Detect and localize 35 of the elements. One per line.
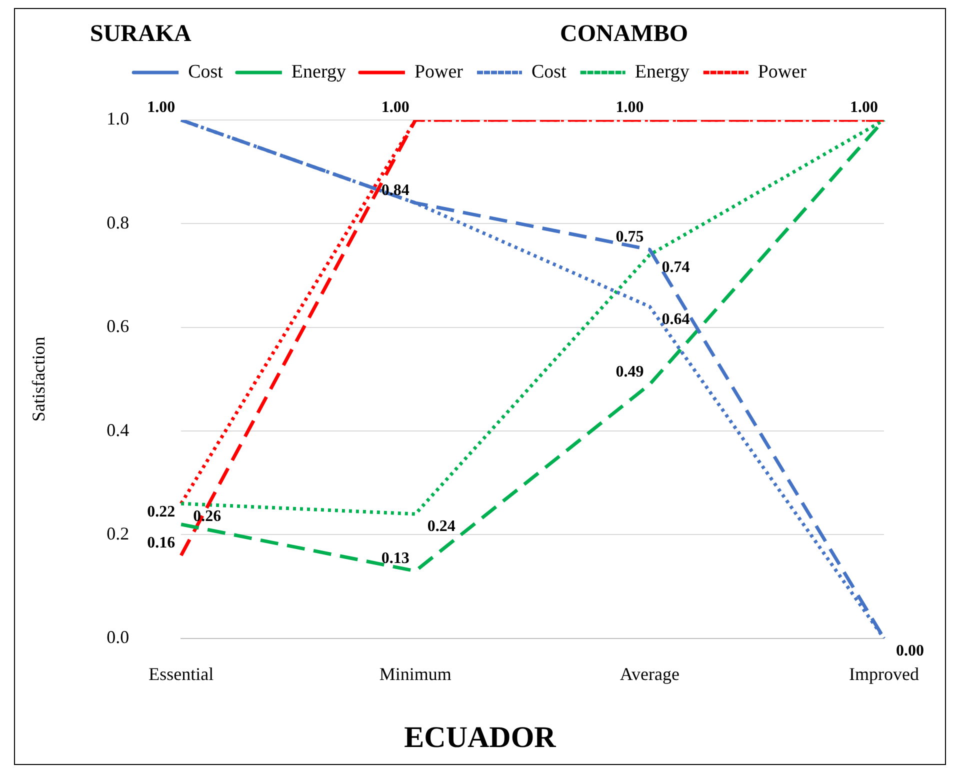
- data-label: 1.00: [147, 99, 176, 116]
- data-label: 0.84: [381, 182, 410, 200]
- legend-label: Power: [414, 61, 464, 82]
- legend-label: Cost: [532, 61, 568, 82]
- data-label: 1.00: [850, 99, 878, 116]
- data-label: 0.49: [616, 364, 644, 381]
- y-axis-title: Satisfaction: [28, 336, 49, 422]
- y-tick-label: 0.6: [106, 316, 130, 336]
- y-tick-label: 0.0: [106, 627, 130, 648]
- text: CONAMBO: [560, 21, 688, 48]
- data-label: 0.75: [616, 228, 644, 246]
- data-label: 0.22: [147, 503, 176, 520]
- legend-label: Energy: [291, 61, 346, 82]
- data-label: 0.26: [193, 508, 222, 525]
- y-tick-label: 0.2: [106, 523, 130, 544]
- legend-label: Power: [758, 61, 808, 82]
- y-tick-label: 1.0: [106, 108, 130, 129]
- data-label: 0.74: [662, 258, 690, 276]
- data-label: 1.00: [381, 99, 410, 116]
- x-tick-label: Improved: [849, 664, 920, 684]
- data-label: 0.13: [381, 550, 410, 568]
- y-tick-label: 0.8: [106, 212, 130, 232]
- data-label: 0.24: [427, 518, 456, 536]
- text: SURAKA: [90, 21, 192, 48]
- x-tick-label: Average: [620, 664, 680, 684]
- legend-label: Energy: [634, 61, 690, 82]
- x-axis-title: ECUADOR: [403, 721, 557, 755]
- legend-label: Cost: [188, 61, 224, 82]
- y-tick-label: 0.4: [106, 420, 130, 440]
- data-label: 0.64: [662, 310, 690, 328]
- data-label: 1.00: [616, 99, 644, 116]
- x-tick-label: Minimum: [379, 664, 452, 684]
- x-tick-label: Essential: [148, 664, 214, 684]
- data-label: 0.00: [896, 642, 924, 660]
- data-label: 0.16: [147, 534, 176, 552]
